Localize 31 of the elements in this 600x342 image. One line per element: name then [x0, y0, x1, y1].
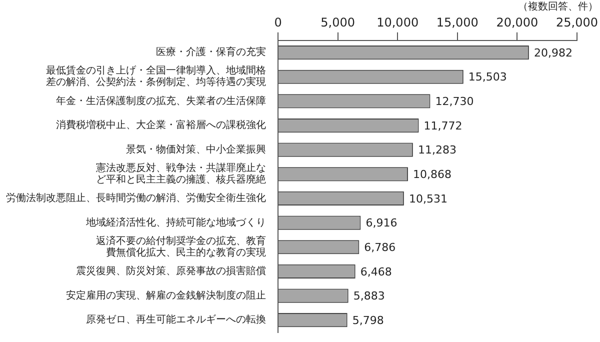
x-tick-label: 10,000 — [376, 15, 419, 30]
y-tick-label: 安定雇用の実現、解雇の金銭解決制度の阻止 — [66, 289, 266, 302]
x-tick-label: 5,000 — [320, 15, 355, 30]
data-label: 5,883 — [353, 290, 385, 303]
y-tick-label: 震災復興、防災対策、原発事故の損害賠償 — [76, 265, 266, 278]
y-tick-label: 地域経済活性化、持続可能な地域づくり — [85, 216, 266, 228]
y-tick-label: 労働法制改悪阻止、長時間労働の解消、労働安全衛生強化 — [6, 192, 266, 204]
data-label: 6,786 — [364, 240, 396, 254]
data-label: 5,798 — [352, 314, 384, 327]
data-label: 10,868 — [412, 168, 452, 182]
y-tick-label: 消費税増税中止、大企業・富裕層への課税強化 — [56, 119, 266, 132]
y-tick-label: 原発ゼロ、再生可能エネルギーへの転換 — [86, 314, 266, 326]
data-label: 20,982 — [534, 46, 572, 60]
data-label: 6,916 — [366, 216, 398, 230]
y-tick-label: 年金・生活保護制度の拡充、失業者の生活保障 — [56, 94, 266, 107]
x-tick-label: 25,000 — [556, 15, 598, 30]
x-tick-label: 0 — [274, 15, 282, 30]
y-tick-label: 景気・物価対策、中小企業振興 — [126, 143, 266, 156]
data-label: 15,503 — [468, 70, 507, 84]
y-tick-label: 医療・介護・保育の充実 — [156, 46, 266, 58]
text: （複数回答、件） — [518, 0, 598, 13]
data-label: 11,283 — [418, 144, 456, 157]
data-label: 6,468 — [360, 265, 392, 278]
data-label: 11,772 — [424, 119, 462, 132]
y-tick-label: 憲法改悪反対、戦争法・共謀罪廃止など平和と民主主義の擁護、核兵器廃絶 — [95, 162, 266, 186]
data-label: 12,730 — [435, 95, 474, 108]
x-tick-label: 15,000 — [436, 15, 478, 30]
data-label: 10,531 — [408, 192, 448, 206]
y-tick-label: 最低賃金の引き上げ・全国一律制導入、地域間格差の解消、公契約法・条例制定、均等待遇の実現 — [46, 64, 266, 88]
x-tick-label: 20,000 — [496, 15, 538, 30]
y-tick-label: 返済不要の給付制奨学金の拡充、教育費無償化拡大、民主的な教育の実現 — [96, 234, 266, 258]
